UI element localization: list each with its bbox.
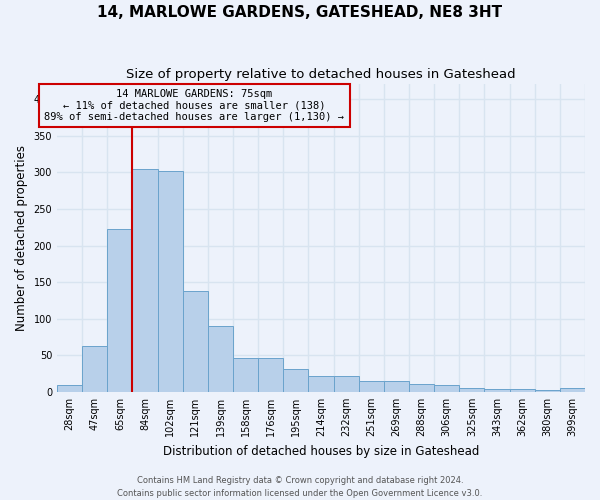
Bar xyxy=(283,369,308,392)
Bar xyxy=(509,389,535,392)
Bar xyxy=(384,381,409,392)
Bar xyxy=(133,168,158,392)
Bar xyxy=(560,388,585,392)
Bar xyxy=(158,171,183,392)
Bar xyxy=(434,384,459,392)
Bar xyxy=(334,376,359,392)
X-axis label: Distribution of detached houses by size in Gateshead: Distribution of detached houses by size … xyxy=(163,444,479,458)
Bar xyxy=(82,346,107,392)
Text: 14, MARLOWE GARDENS, GATESHEAD, NE8 3HT: 14, MARLOWE GARDENS, GATESHEAD, NE8 3HT xyxy=(97,5,503,20)
Bar xyxy=(359,381,384,392)
Text: 14 MARLOWE GARDENS: 75sqm
← 11% of detached houses are smaller (138)
89% of semi: 14 MARLOWE GARDENS: 75sqm ← 11% of detac… xyxy=(44,89,344,122)
Text: Contains HM Land Registry data © Crown copyright and database right 2024.
Contai: Contains HM Land Registry data © Crown c… xyxy=(118,476,482,498)
Bar xyxy=(459,388,484,392)
Bar xyxy=(208,326,233,392)
Bar xyxy=(57,386,82,392)
Bar xyxy=(233,358,258,392)
Bar xyxy=(409,384,434,392)
Bar xyxy=(535,390,560,392)
Bar xyxy=(308,376,334,392)
Bar xyxy=(107,230,133,392)
Bar xyxy=(183,291,208,392)
Bar xyxy=(258,358,283,392)
Y-axis label: Number of detached properties: Number of detached properties xyxy=(15,145,28,331)
Title: Size of property relative to detached houses in Gateshead: Size of property relative to detached ho… xyxy=(126,68,516,80)
Bar xyxy=(484,389,509,392)
